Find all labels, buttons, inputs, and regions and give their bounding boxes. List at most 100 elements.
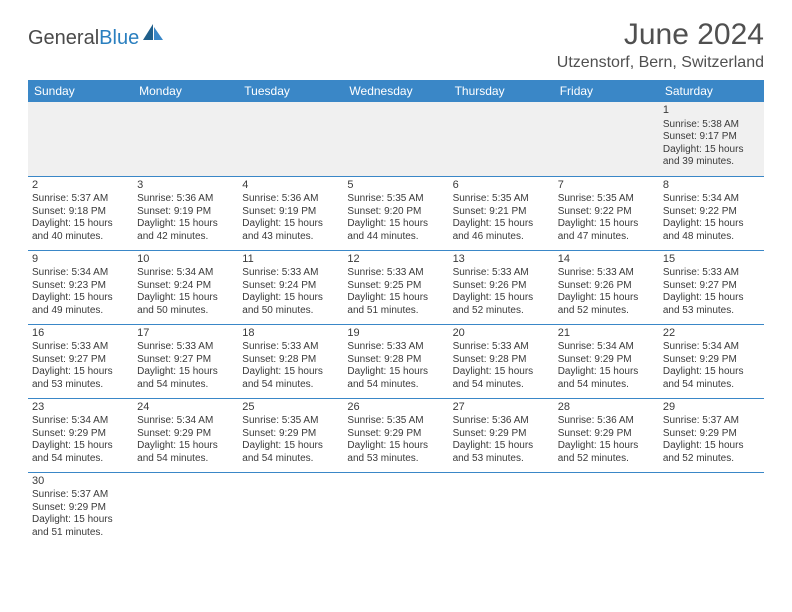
day-number: 7 [558, 179, 655, 193]
sunrise-line: Sunrise: 5:36 AM [242, 193, 339, 206]
daylight-line: Daylight: 15 hours and 51 minutes. [32, 514, 129, 539]
calendar-cell: 8Sunrise: 5:34 AMSunset: 9:22 PMDaylight… [659, 176, 764, 250]
sunrise-line: Sunrise: 5:37 AM [32, 489, 129, 502]
calendar-cell: 7Sunrise: 5:35 AMSunset: 9:22 PMDaylight… [554, 176, 659, 250]
logo-general: General [28, 27, 99, 49]
day-number: 21 [558, 327, 655, 341]
day-number: 12 [347, 253, 444, 267]
calendar-cell [554, 102, 659, 176]
calendar-cell [28, 102, 133, 176]
calendar-cell: 17Sunrise: 5:33 AMSunset: 9:27 PMDayligh… [133, 324, 238, 398]
sunrise-line: Sunrise: 5:35 AM [453, 193, 550, 206]
day-number: 28 [558, 401, 655, 415]
day-number: 9 [32, 253, 129, 267]
calendar-row: 1Sunrise: 5:38 AMSunset: 9:17 PMDaylight… [28, 102, 764, 176]
sunset-line: Sunset: 9:29 PM [32, 428, 129, 441]
sunset-line: Sunset: 9:29 PM [558, 354, 655, 367]
calendar-cell: 4Sunrise: 5:36 AMSunset: 9:19 PMDaylight… [238, 176, 343, 250]
sunset-line: Sunset: 9:22 PM [663, 206, 760, 219]
daylight-line: Daylight: 15 hours and 54 minutes. [32, 440, 129, 465]
day-number: 27 [453, 401, 550, 415]
sunset-line: Sunset: 9:22 PM [558, 206, 655, 219]
sunset-line: Sunset: 9:29 PM [453, 428, 550, 441]
sunset-line: Sunset: 9:27 PM [663, 280, 760, 293]
sunrise-line: Sunrise: 5:33 AM [242, 341, 339, 354]
sunset-line: Sunset: 9:17 PM [663, 131, 760, 144]
sunrise-line: Sunrise: 5:33 AM [347, 341, 444, 354]
day-number: 4 [242, 179, 339, 193]
day-number: 14 [558, 253, 655, 267]
sunset-line: Sunset: 9:21 PM [453, 206, 550, 219]
sunset-line: Sunset: 9:29 PM [32, 502, 129, 515]
daylight-line: Daylight: 15 hours and 43 minutes. [242, 218, 339, 243]
sunset-line: Sunset: 9:29 PM [663, 354, 760, 367]
sunrise-line: Sunrise: 5:34 AM [137, 415, 234, 428]
sunrise-line: Sunrise: 5:36 AM [558, 415, 655, 428]
day-number: 8 [663, 179, 760, 193]
calendar-row: 16Sunrise: 5:33 AMSunset: 9:27 PMDayligh… [28, 324, 764, 398]
calendar-cell: 13Sunrise: 5:33 AMSunset: 9:26 PMDayligh… [449, 250, 554, 324]
calendar-cell [659, 472, 764, 546]
sunrise-line: Sunrise: 5:35 AM [242, 415, 339, 428]
daylight-line: Daylight: 15 hours and 53 minutes. [347, 440, 444, 465]
sunset-line: Sunset: 9:27 PM [32, 354, 129, 367]
day-number: 29 [663, 401, 760, 415]
calendar-cell: 12Sunrise: 5:33 AMSunset: 9:25 PMDayligh… [343, 250, 448, 324]
calendar-cell [133, 102, 238, 176]
daylight-line: Daylight: 15 hours and 48 minutes. [663, 218, 760, 243]
sunset-line: Sunset: 9:26 PM [558, 280, 655, 293]
sunrise-line: Sunrise: 5:33 AM [453, 267, 550, 280]
daylight-line: Daylight: 15 hours and 54 minutes. [137, 366, 234, 391]
calendar-cell: 27Sunrise: 5:36 AMSunset: 9:29 PMDayligh… [449, 398, 554, 472]
calendar-cell: 24Sunrise: 5:34 AMSunset: 9:29 PMDayligh… [133, 398, 238, 472]
calendar-row: 9Sunrise: 5:34 AMSunset: 9:23 PMDaylight… [28, 250, 764, 324]
sunset-line: Sunset: 9:19 PM [137, 206, 234, 219]
sunrise-line: Sunrise: 5:34 AM [32, 415, 129, 428]
calendar-cell: 14Sunrise: 5:33 AMSunset: 9:26 PMDayligh… [554, 250, 659, 324]
daylight-line: Daylight: 15 hours and 52 minutes. [663, 440, 760, 465]
calendar-cell [238, 102, 343, 176]
day-number: 2 [32, 179, 129, 193]
calendar-cell: 25Sunrise: 5:35 AMSunset: 9:29 PMDayligh… [238, 398, 343, 472]
sunset-line: Sunset: 9:27 PM [137, 354, 234, 367]
sunset-line: Sunset: 9:29 PM [347, 428, 444, 441]
day-number: 16 [32, 327, 129, 341]
sunset-line: Sunset: 9:20 PM [347, 206, 444, 219]
calendar-table: Sunday Monday Tuesday Wednesday Thursday… [28, 80, 764, 546]
calendar-cell: 23Sunrise: 5:34 AMSunset: 9:29 PMDayligh… [28, 398, 133, 472]
daylight-line: Daylight: 15 hours and 54 minutes. [242, 440, 339, 465]
calendar-cell: 11Sunrise: 5:33 AMSunset: 9:24 PMDayligh… [238, 250, 343, 324]
calendar-cell: 5Sunrise: 5:35 AMSunset: 9:20 PMDaylight… [343, 176, 448, 250]
sunrise-line: Sunrise: 5:33 AM [663, 267, 760, 280]
day-number: 5 [347, 179, 444, 193]
calendar-cell: 3Sunrise: 5:36 AMSunset: 9:19 PMDaylight… [133, 176, 238, 250]
calendar-cell: 6Sunrise: 5:35 AMSunset: 9:21 PMDaylight… [449, 176, 554, 250]
sunset-line: Sunset: 9:29 PM [663, 428, 760, 441]
calendar-cell: 20Sunrise: 5:33 AMSunset: 9:28 PMDayligh… [449, 324, 554, 398]
daylight-line: Daylight: 15 hours and 50 minutes. [242, 292, 339, 317]
weekday-header: Saturday [659, 80, 764, 102]
daylight-line: Daylight: 15 hours and 53 minutes. [663, 292, 760, 317]
sunset-line: Sunset: 9:19 PM [242, 206, 339, 219]
daylight-line: Daylight: 15 hours and 52 minutes. [558, 292, 655, 317]
daylight-line: Daylight: 15 hours and 52 minutes. [453, 292, 550, 317]
sunrise-line: Sunrise: 5:33 AM [137, 341, 234, 354]
daylight-line: Daylight: 15 hours and 52 minutes. [558, 440, 655, 465]
sunset-line: Sunset: 9:25 PM [347, 280, 444, 293]
day-number: 22 [663, 327, 760, 341]
daylight-line: Daylight: 15 hours and 54 minutes. [347, 366, 444, 391]
day-number: 20 [453, 327, 550, 341]
calendar-cell [449, 102, 554, 176]
calendar-cell: 19Sunrise: 5:33 AMSunset: 9:28 PMDayligh… [343, 324, 448, 398]
day-number: 1 [663, 104, 760, 118]
day-number: 30 [32, 475, 129, 489]
calendar-cell [238, 472, 343, 546]
calendar-cell: 18Sunrise: 5:33 AMSunset: 9:28 PMDayligh… [238, 324, 343, 398]
calendar-cell: 1Sunrise: 5:38 AMSunset: 9:17 PMDaylight… [659, 102, 764, 176]
sunset-line: Sunset: 9:24 PM [137, 280, 234, 293]
daylight-line: Daylight: 15 hours and 40 minutes. [32, 218, 129, 243]
sunrise-line: Sunrise: 5:34 AM [32, 267, 129, 280]
sunrise-line: Sunrise: 5:33 AM [242, 267, 339, 280]
daylight-line: Daylight: 15 hours and 54 minutes. [242, 366, 339, 391]
logo-blue: Blue [99, 27, 139, 49]
